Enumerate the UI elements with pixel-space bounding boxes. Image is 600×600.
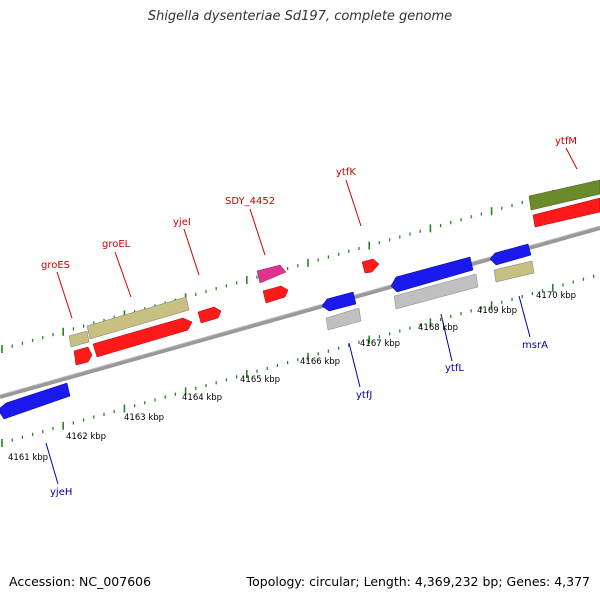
gene-groes[interactable] <box>68 330 93 366</box>
label-ytfl: ytfL <box>445 363 464 374</box>
gene-ytfk[interactable] <box>361 258 380 274</box>
gene-sdy-4452[interactable] <box>256 264 289 304</box>
label-ytfm: ytfM <box>555 136 577 147</box>
kbp-label: 4167 kbp <box>360 339 400 349</box>
minus-strand-ticks <box>1 274 595 447</box>
topology-text: Topology: circular; Length: 4,369,232 bp… <box>246 574 590 589</box>
kbp-label: 4161 kbp <box>8 453 48 463</box>
map-title: Shigella dysenteriae Sd197, complete gen… <box>147 9 453 24</box>
kbp-label: 4162 kbp <box>66 432 106 442</box>
label-yjei: yjeI <box>173 217 191 228</box>
label-sdy-4452: SDY_4452 <box>225 196 275 207</box>
gene-yjeh[interactable] <box>0 382 71 420</box>
label-groel: groEL <box>102 239 131 250</box>
gene-yjei[interactable] <box>197 306 222 324</box>
accession-text: Accession: NC_007606 <box>9 574 152 589</box>
kbp-label: 4168 kbp <box>418 323 458 333</box>
kbp-label: 4164 kbp <box>182 393 222 403</box>
gene-ytfj[interactable] <box>321 291 362 331</box>
gene-ytfm[interactable] <box>528 179 600 228</box>
gene-msra[interactable] <box>489 243 535 283</box>
kbp-label: 4163 kbp <box>124 413 164 423</box>
label-groes: groES <box>41 260 70 271</box>
label-ytfk: ytfK <box>336 167 356 178</box>
kbp-label: 4170 kbp <box>536 291 576 301</box>
kbp-label: 4169 kbp <box>477 306 517 316</box>
kbp-label: 4166 kbp <box>300 357 340 367</box>
kbp-label: 4165 kbp <box>240 375 280 385</box>
label-msra: msrA <box>522 340 548 351</box>
label-ytfj: ytfJ <box>356 390 372 401</box>
label-yjeh: yjeH <box>50 487 72 498</box>
gene-ytfl[interactable] <box>390 256 479 310</box>
gene-groel[interactable] <box>86 296 193 358</box>
